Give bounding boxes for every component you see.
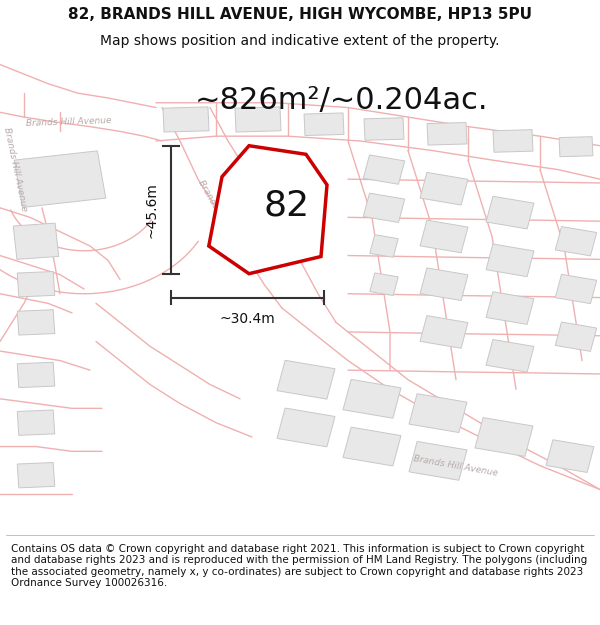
Polygon shape: [235, 107, 281, 132]
Polygon shape: [17, 410, 55, 436]
Polygon shape: [409, 441, 467, 480]
Polygon shape: [17, 462, 55, 488]
Polygon shape: [363, 155, 405, 184]
Polygon shape: [420, 173, 468, 205]
Polygon shape: [486, 339, 534, 372]
Polygon shape: [343, 427, 401, 466]
Polygon shape: [17, 271, 55, 297]
Text: ~826m²/~0.204ac.: ~826m²/~0.204ac.: [195, 86, 489, 115]
Polygon shape: [555, 322, 597, 351]
Polygon shape: [277, 408, 335, 447]
Polygon shape: [555, 274, 597, 304]
Polygon shape: [493, 129, 533, 152]
Text: Map shows position and indicative extent of the property.: Map shows position and indicative extent…: [100, 34, 500, 48]
Text: ~30.4m: ~30.4m: [220, 312, 275, 326]
Text: ~45.6m: ~45.6m: [144, 182, 158, 238]
Text: 82: 82: [264, 188, 310, 222]
Text: Brands Hill Avenue: Brands Hill Avenue: [2, 127, 28, 212]
Polygon shape: [486, 244, 534, 277]
Polygon shape: [17, 310, 55, 335]
Polygon shape: [420, 316, 468, 348]
Text: Brands Hill Avenue: Brands Hill Avenue: [197, 178, 247, 257]
Polygon shape: [364, 118, 404, 140]
Text: Brands Hill Avenue: Brands Hill Avenue: [413, 454, 499, 478]
Polygon shape: [420, 268, 468, 301]
Text: Brands Hill Avenue: Brands Hill Avenue: [26, 116, 112, 128]
Polygon shape: [13, 223, 59, 259]
Polygon shape: [420, 220, 468, 253]
Polygon shape: [343, 379, 401, 418]
Polygon shape: [486, 196, 534, 229]
Polygon shape: [559, 137, 593, 157]
Text: Contains OS data © Crown copyright and database right 2021. This information is : Contains OS data © Crown copyright and d…: [11, 544, 587, 588]
Polygon shape: [209, 146, 327, 274]
Polygon shape: [427, 122, 467, 145]
Polygon shape: [555, 227, 597, 256]
Polygon shape: [17, 362, 55, 388]
Polygon shape: [475, 418, 533, 456]
Polygon shape: [363, 193, 405, 222]
Polygon shape: [163, 107, 209, 132]
Polygon shape: [304, 113, 344, 136]
Polygon shape: [409, 394, 467, 432]
Polygon shape: [370, 234, 398, 258]
Text: 82, BRANDS HILL AVENUE, HIGH WYCOMBE, HP13 5PU: 82, BRANDS HILL AVENUE, HIGH WYCOMBE, HP…: [68, 7, 532, 22]
Polygon shape: [277, 360, 335, 399]
Polygon shape: [486, 292, 534, 324]
Polygon shape: [14, 151, 106, 208]
Polygon shape: [546, 440, 594, 472]
Polygon shape: [370, 273, 398, 296]
